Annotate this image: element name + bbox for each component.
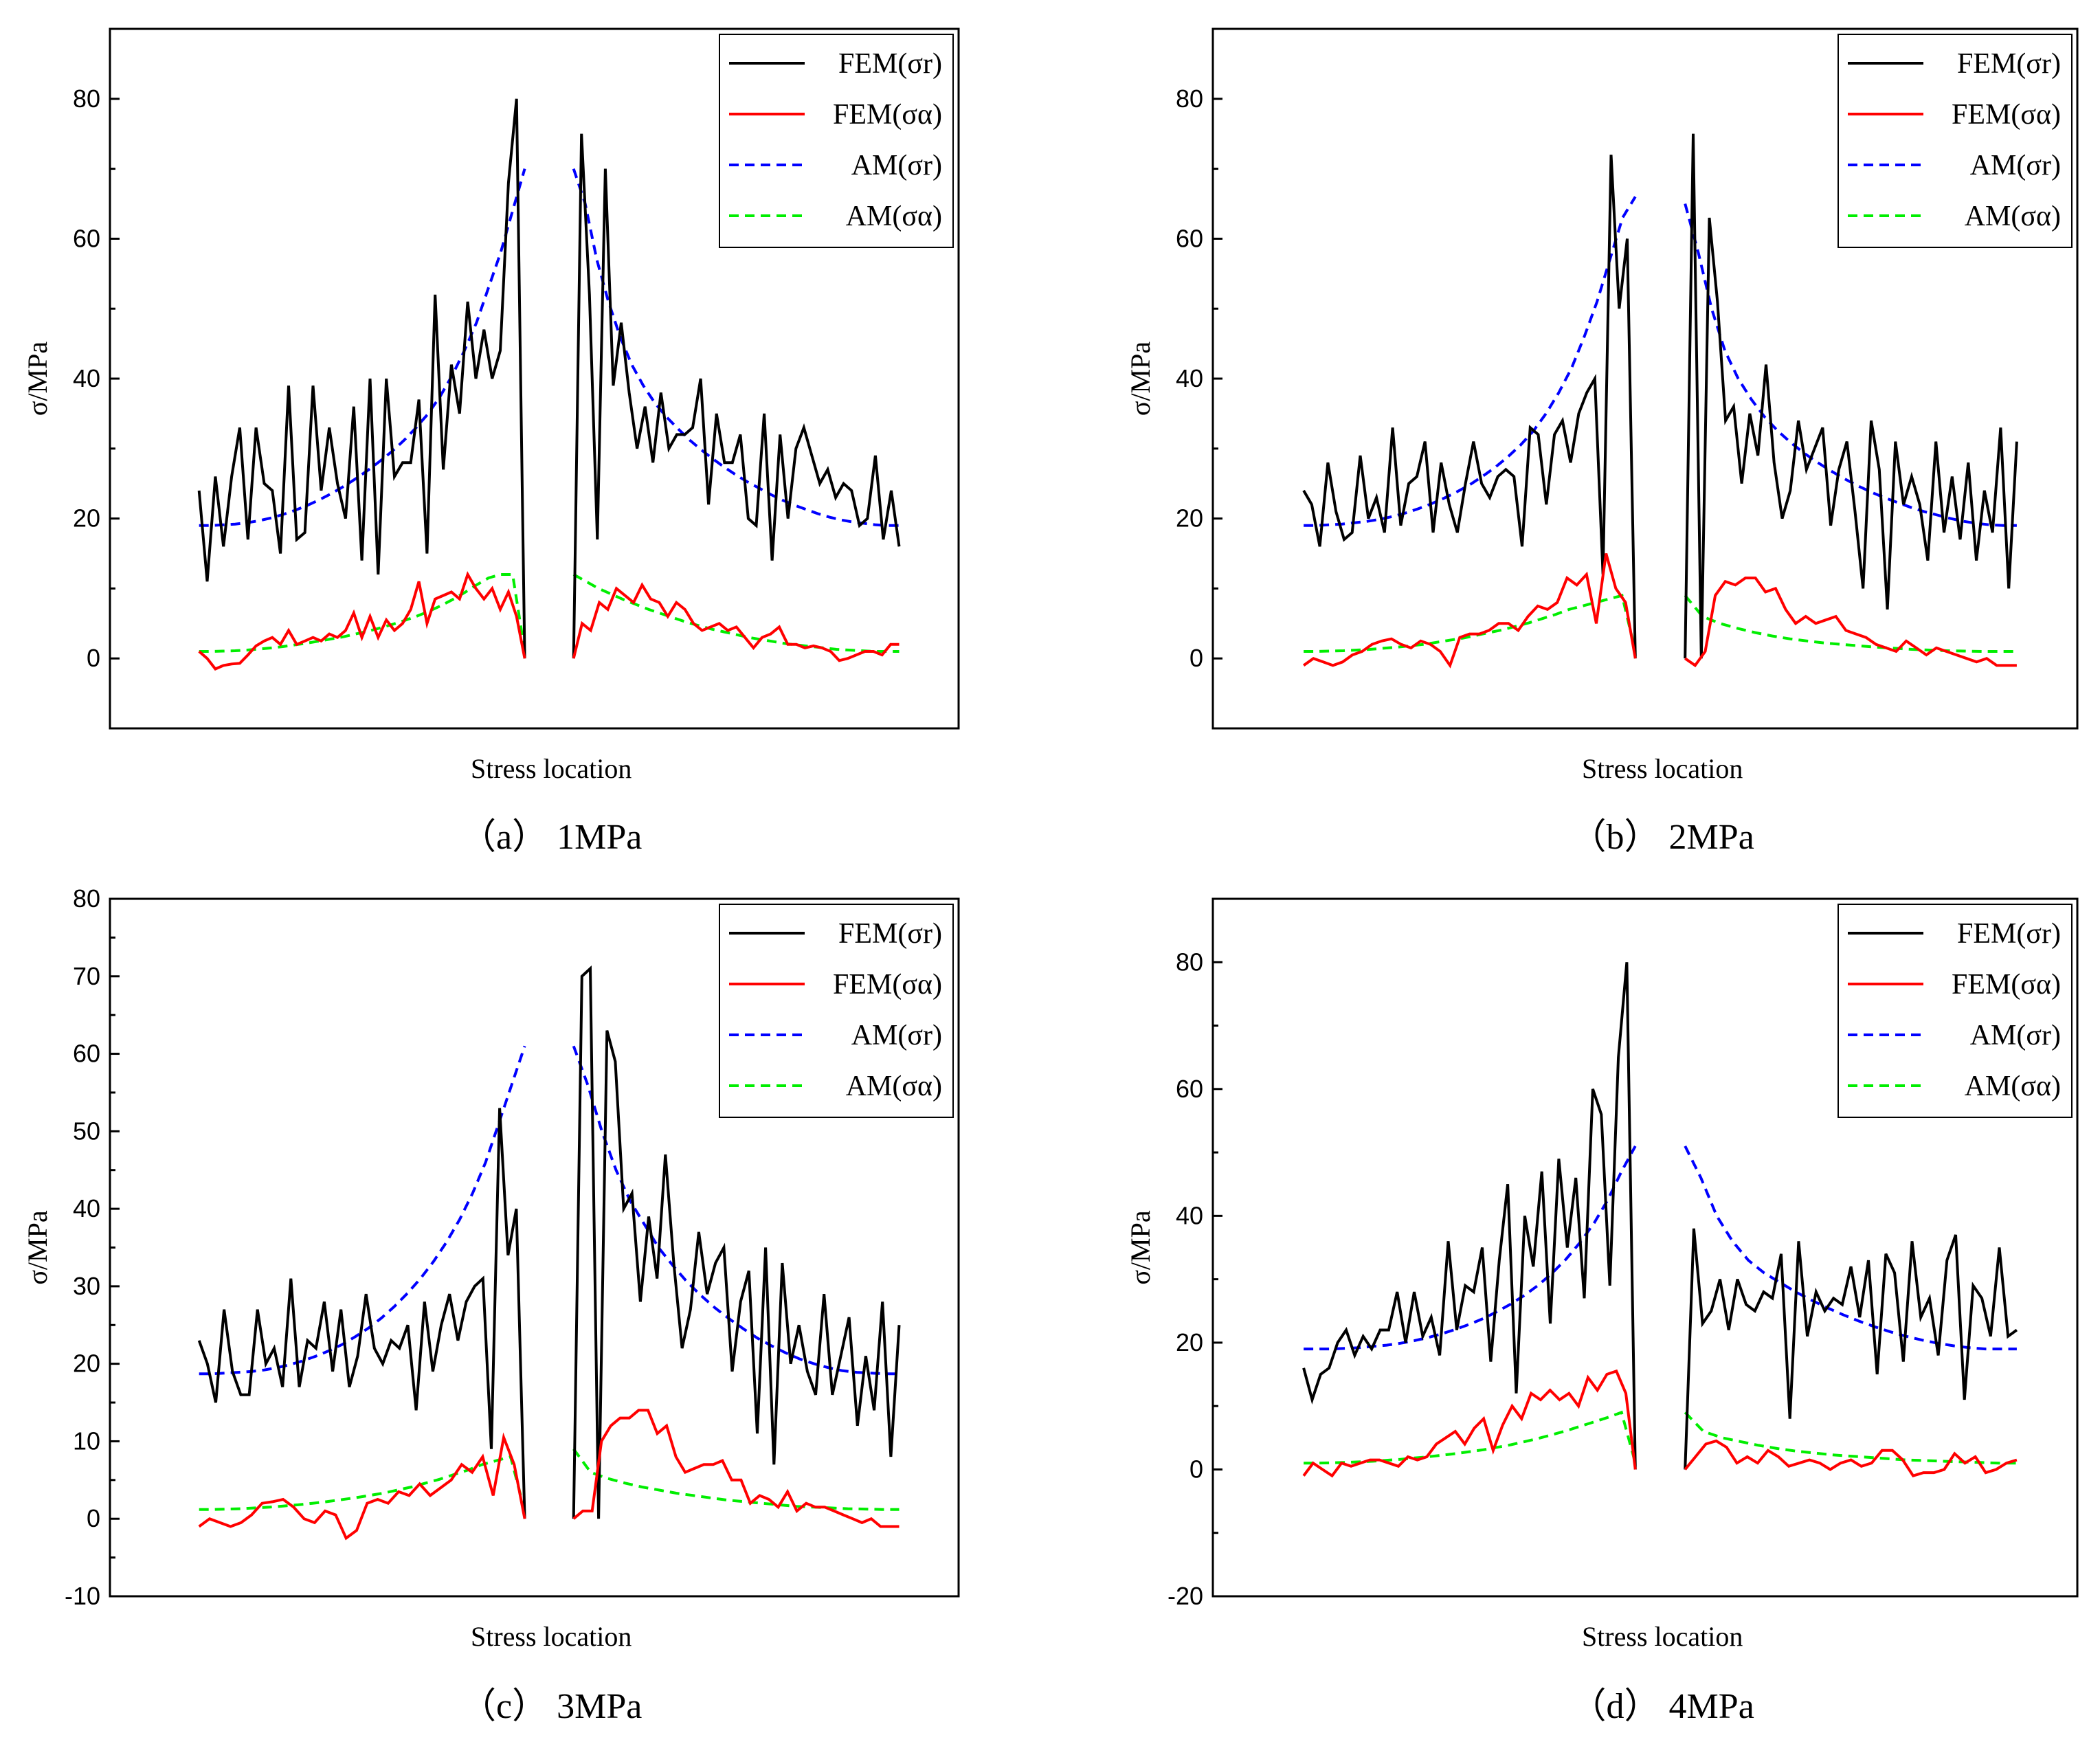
legend: FEM(σr) FEM(σα) AM(σr) AM(σα) [1838,904,2073,1118]
panel-caption: （c） 3MPa [460,1687,642,1726]
chart-panel-3: -10 0 10 20 30 40 50 60 70 80 σ/MPa Stress location… [22,884,960,1726]
y-tick-label: 0 [87,1504,100,1532]
series-fem-a-segment-2 [1684,577,2017,668]
series-am-r-segment-2 [1684,1145,2017,1351]
y-tick-label: 60 [73,224,100,252]
legend-label: FEM(σα) [1952,969,2061,1001]
y-tick-label: 20 [1176,1328,1203,1356]
series-fem-a-segment-1 [1302,552,1637,669]
x-axis-title: Stress location [471,1621,632,1652]
y-tick-label: 60 [1176,1075,1203,1103]
legend: FEM(σr) FEM(σα) AM(σr) AM(σα) [1838,34,2073,248]
series-am-r-segment-1 [199,1045,526,1376]
series-am-a-segment-1 [1304,1410,1637,1465]
plot-frame [1211,897,2079,1598]
series-fem-r-segment-2 [1684,133,2018,659]
y-axis-title: σ/MPa [1125,1210,1156,1284]
series-fem-a-segment-1 [1302,1369,1637,1478]
legend-label: AM(σα) [1965,1071,2061,1102]
legend-box [719,34,954,248]
series-fem-r-segment-1 [1302,155,1637,659]
legend-box [719,904,954,1118]
series-fem-r-segment-1 [1302,962,1637,1470]
panel-caption: （b） 2MPa [1571,818,1754,857]
legend-box [1838,34,2073,248]
series-fem-a-segment-1 [198,571,526,671]
y-tick-label: 20 [73,504,100,533]
series-am-a-segment-2 [572,1448,900,1511]
y-tick-label: 0 [87,644,100,672]
legend-label: AM(σα) [846,1071,942,1102]
panel-caption: （d） 4MPa [1571,1687,1754,1726]
y-tick-label: 40 [73,1194,100,1222]
y-tick-label: 40 [1176,1201,1203,1229]
chart-panel-4: -20 0 20 40 60 80 σ/MPa Stress location （d） 4MPa… [1125,897,2079,1726]
legend-label: AM(σr) [1970,150,2061,181]
legend-label: AM(σα) [846,201,942,232]
x-axis-title: Stress location [1582,1621,1743,1652]
legend-label: FEM(σα) [833,99,942,131]
series-fem-a-segment-1 [198,1432,526,1541]
legend-label: AM(σr) [851,1020,942,1051]
chart-panel-2: 0 20 40 60 80 σ/MPa Stress location （b） 2MPa FEM… [1125,27,2079,857]
y-tick-label: 0 [1189,644,1203,672]
legend-label: AM(σr) [851,150,942,181]
legend-label: AM(σα) [1965,201,2061,232]
series-fem-r-segment-1 [197,98,526,659]
y-tick-label: 50 [73,1117,100,1145]
y-tick-label: -10 [65,1582,100,1610]
series-fem-a-segment-2 [1684,1439,2018,1478]
y-axis-title: σ/MPa [22,342,53,416]
series-am-r-segment-2 [572,168,900,527]
series-fem-a-segment-2 [572,582,900,662]
y-tick-label: 70 [73,962,100,990]
y-tick-label: 40 [1176,364,1203,392]
y-tick-label: 20 [73,1350,100,1378]
panel-caption: （a） 1MPa [460,818,642,857]
y-axis-title: σ/MPa [22,1210,53,1284]
y-tick-label: 80 [1176,85,1203,113]
series-fem-r-segment-2 [572,965,901,1519]
series-am-a-segment-2 [572,573,900,653]
series-am-a-segment-2 [1684,1411,2017,1465]
y-tick-label: 80 [73,884,100,913]
legend-box [1838,904,2073,1118]
chart-panel-1: 0 20 40 60 80 σ/MPa Stress location （a） 1MPa FEM… [22,27,960,857]
series-am-a-segment-2 [1684,594,2017,653]
series-fem-r-segment-2 [572,133,901,659]
x-axis-title: Stress location [471,753,632,784]
y-tick-label: 30 [73,1272,100,1300]
legend-label: FEM(σr) [838,48,942,80]
y-tick-label: 0 [1189,1455,1203,1483]
series-am-r-segment-1 [199,168,526,527]
legend: FEM(σr) FEM(σα) AM(σr) AM(σα) [719,904,954,1118]
y-tick-label: -20 [1168,1582,1203,1610]
series-fem-r-segment-1 [197,1108,526,1519]
y-axis-title: σ/MPa [1125,342,1156,416]
y-tick-label: 10 [73,1427,100,1455]
y-tick-label: 80 [1176,948,1203,976]
y-tick-label: 80 [73,85,100,113]
series-am-r-segment-1 [1304,196,1637,527]
legend-label: FEM(σr) [1957,48,2061,80]
legend-label: FEM(σr) [1957,918,2061,950]
y-tick-label: 60 [1176,224,1203,252]
series-fem-a-segment-2 [572,1409,900,1528]
y-tick-label: 60 [73,1040,100,1068]
legend-label: FEM(σα) [833,969,942,1001]
legend-label: FEM(σr) [838,918,942,950]
series-am-a-segment-1 [1304,594,1637,653]
x-axis-title: Stress location [1582,753,1743,784]
legend-label: AM(σr) [1970,1020,2061,1051]
series-fem-r-segment-2 [1684,1228,2018,1470]
legend-label: FEM(σα) [1952,99,2061,131]
y-tick-label: 20 [1176,504,1203,533]
legend: FEM(σr) FEM(σα) AM(σr) AM(σα) [719,34,954,248]
y-tick-label: 40 [73,364,100,392]
series-am-a-segment-1 [199,1455,526,1512]
series-am-r-segment-2 [572,1045,900,1376]
